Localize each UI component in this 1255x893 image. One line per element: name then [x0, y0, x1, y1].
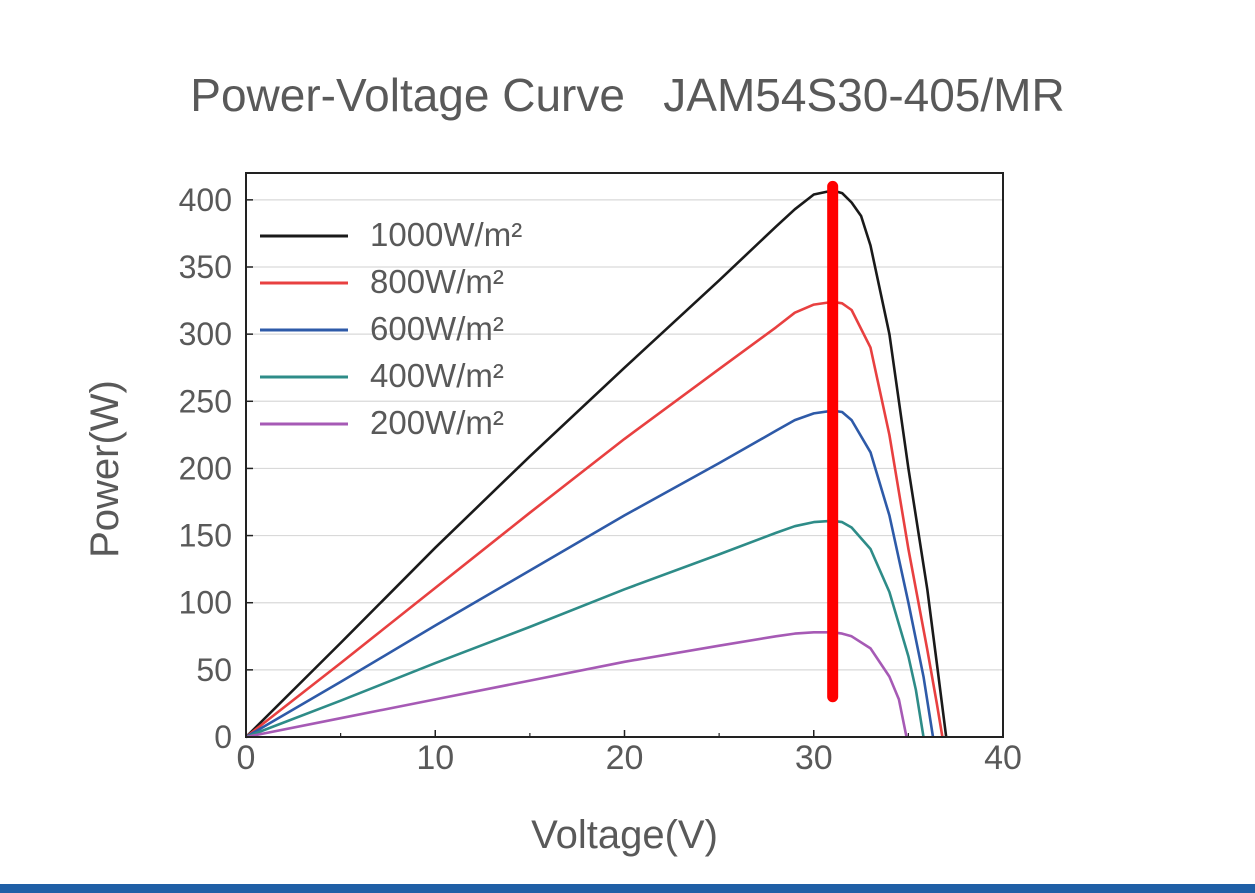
y-tick-label: 150	[179, 518, 232, 554]
chart-title: Power-Voltage Curve JAM54S30-405/MR	[190, 69, 1065, 121]
legend-label: 1000W/m²	[370, 216, 522, 253]
legend-label: 800W/m²	[370, 263, 504, 300]
x-tick-label: 10	[416, 739, 454, 777]
y-axis-label: Power(W)	[83, 380, 127, 558]
x-tick-label: 0	[237, 739, 256, 777]
y-tick-label: 100	[179, 585, 232, 621]
y-tick-label: 300	[179, 316, 232, 352]
legend-label: 600W/m²	[370, 310, 504, 347]
y-tick-label: 0	[214, 719, 232, 755]
x-tick-label: 40	[984, 739, 1022, 777]
grid-lines	[246, 199, 1003, 671]
x-axis-label: Voltage(V)	[531, 813, 718, 857]
series-line	[245, 300, 944, 739]
y-tick-label: 350	[179, 249, 232, 285]
legend: 1000W/m² 800W/m² 600W/m² 400W/m² 200W/m²	[260, 216, 522, 441]
series-line	[245, 630, 908, 739]
legend-label: 200W/m²	[370, 404, 504, 441]
x-tick-label: 30	[795, 739, 833, 777]
y-tick-label: 50	[196, 652, 232, 688]
legend-label: 400W/m²	[370, 357, 504, 394]
plot-frame	[245, 172, 1004, 738]
y-tick-label: 250	[179, 383, 232, 419]
y-tick-label: 400	[179, 182, 232, 218]
y-tick-label: 200	[179, 450, 232, 486]
series-line	[245, 409, 935, 739]
series-lines	[245, 189, 948, 739]
x-tick-label: 20	[606, 739, 644, 777]
bottom-accent-bar	[0, 884, 1255, 893]
series-line	[245, 519, 925, 739]
